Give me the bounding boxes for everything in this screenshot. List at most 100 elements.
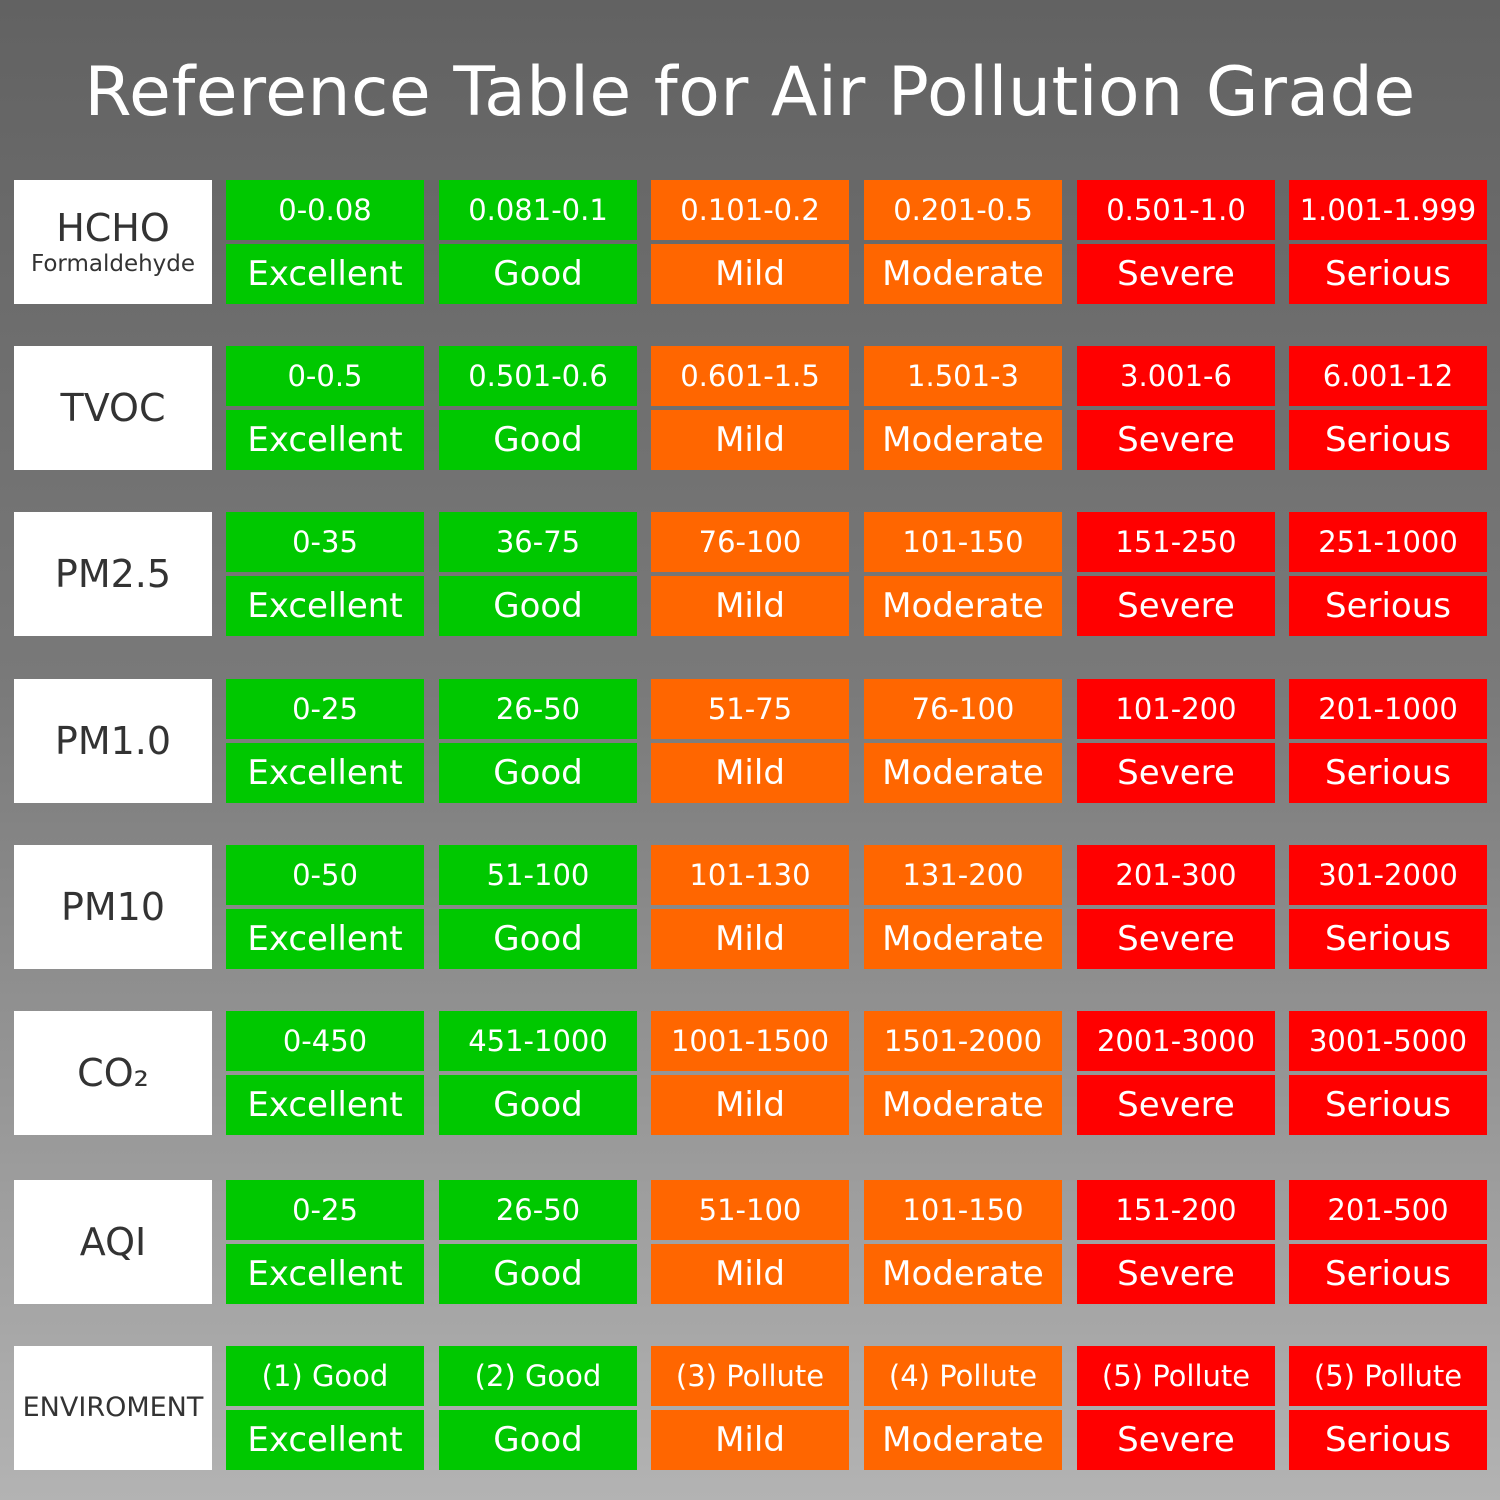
range-cell: 0.501-0.6 [439, 346, 637, 406]
grade-cell-good: Good [439, 1075, 637, 1135]
row-label-pm10-fine: PM1.0 [14, 679, 212, 803]
grade-cell-mild: Mild [651, 1075, 849, 1135]
range-cell: 2001-3000 [1077, 1011, 1275, 1071]
grade-cell-excellent: Excellent [226, 1075, 424, 1135]
row-label-pm25: PM2.5 [14, 512, 212, 636]
range-cell: 151-250 [1077, 512, 1275, 572]
range-cell: 251-1000 [1289, 512, 1487, 572]
range-cell: (3) Pollute [651, 1346, 849, 1406]
range-cell: 0.601-1.5 [651, 346, 849, 406]
grade-cell-severe: Severe [1077, 1244, 1275, 1304]
grade-cell-moderate: Moderate [864, 244, 1062, 304]
range-cell: 51-75 [651, 679, 849, 739]
range-cell: 1501-2000 [864, 1011, 1062, 1071]
grade-cell-serious: Serious [1289, 1410, 1487, 1470]
row-label-text: TVOC [60, 386, 166, 430]
grade-cell-good: Good [439, 1410, 637, 1470]
row-label-environment: ENVIROMENT [14, 1346, 212, 1470]
row-label-aqi: AQI [14, 1180, 212, 1304]
row-label-text: ENVIROMENT [22, 1392, 204, 1423]
grade-cell-excellent: Excellent [226, 244, 424, 304]
grade-cell-severe: Severe [1077, 1075, 1275, 1135]
grade-cell-excellent: Excellent [226, 410, 424, 470]
range-cell: 0-50 [226, 845, 424, 905]
row-label-text: CO₂ [77, 1051, 149, 1095]
grade-cell-serious: Serious [1289, 244, 1487, 304]
grade-cell-severe: Severe [1077, 410, 1275, 470]
range-cell: 101-200 [1077, 679, 1275, 739]
page-title: Reference Table for Air Pollution Grade [84, 53, 1416, 132]
table-row: AQI 0-25 26-50 51-100 101-150 151-200 20… [0, 1180, 1500, 1306]
grade-cell-mild: Mild [651, 1410, 849, 1470]
table-row: PM1.0 0-25 26-50 51-75 76-100 101-200 20… [0, 679, 1500, 805]
range-cell: 1001-1500 [651, 1011, 849, 1071]
row-sublabel-text: Formaldehyde [30, 251, 196, 277]
grade-cell-moderate: Moderate [864, 1410, 1062, 1470]
range-cell: 6.001-12 [1289, 346, 1487, 406]
grade-cell-excellent: Excellent [226, 743, 424, 803]
grade-cell-serious: Serious [1289, 410, 1487, 470]
range-cell: 76-100 [651, 512, 849, 572]
grade-cell-mild: Mild [651, 576, 849, 636]
range-cell: 0-0.08 [226, 180, 424, 240]
range-cell: 51-100 [439, 845, 637, 905]
range-cell: (4) Pollute [864, 1346, 1062, 1406]
range-cell: 51-100 [651, 1180, 849, 1240]
range-cell: 1.501-3 [864, 346, 1062, 406]
range-cell: 3001-5000 [1289, 1011, 1487, 1071]
table-row: HCHO Formaldehyde 0-0.08 0.081-0.1 0.101… [0, 180, 1500, 306]
row-label-text: AQI [79, 1220, 147, 1264]
range-cell: 0-25 [226, 679, 424, 739]
table-row: PM2.5 0-35 36-75 76-100 101-150 151-250 … [0, 512, 1500, 638]
range-cell: 0-25 [226, 1180, 424, 1240]
range-cell: (5) Pollute [1289, 1346, 1487, 1406]
grade-cell-good: Good [439, 410, 637, 470]
range-cell: 1.001-1.999 [1289, 180, 1487, 240]
grade-cell-serious: Serious [1289, 1075, 1487, 1135]
grade-cell-excellent: Excellent [226, 576, 424, 636]
range-cell: 101-150 [864, 1180, 1062, 1240]
range-cell: (1) Good [226, 1346, 424, 1406]
grade-cell-severe: Severe [1077, 743, 1275, 803]
grade-cell-mild: Mild [651, 743, 849, 803]
grade-cell-good: Good [439, 576, 637, 636]
row-label-co2: CO₂ [14, 1011, 212, 1135]
grade-cell-mild: Mild [651, 244, 849, 304]
grade-cell-moderate: Moderate [864, 576, 1062, 636]
grade-cell-excellent: Excellent [226, 909, 424, 969]
grade-cell-moderate: Moderate [864, 743, 1062, 803]
range-cell: 201-300 [1077, 845, 1275, 905]
grade-cell-serious: Serious [1289, 743, 1487, 803]
grade-cell-moderate: Moderate [864, 909, 1062, 969]
row-label-text: PM2.5 [54, 552, 172, 596]
range-cell: 26-50 [439, 679, 637, 739]
range-cell: 76-100 [864, 679, 1062, 739]
row-label-tvoc: TVOC [14, 346, 212, 470]
row-label-text: PM10 [60, 885, 166, 929]
table-row: PM10 0-50 51-100 101-130 131-200 201-300… [0, 845, 1500, 971]
grade-cell-excellent: Excellent [226, 1244, 424, 1304]
grade-cell-mild: Mild [651, 909, 849, 969]
grade-cell-moderate: Moderate [864, 410, 1062, 470]
grade-cell-mild: Mild [651, 410, 849, 470]
grade-cell-good: Good [439, 909, 637, 969]
grade-cell-severe: Severe [1077, 909, 1275, 969]
range-cell: (2) Good [439, 1346, 637, 1406]
range-cell: 0-35 [226, 512, 424, 572]
grade-cell-serious: Serious [1289, 909, 1487, 969]
range-cell: 3.001-6 [1077, 346, 1275, 406]
grade-cell-excellent: Excellent [226, 1410, 424, 1470]
range-cell: 0-0.5 [226, 346, 424, 406]
grade-cell-serious: Serious [1289, 576, 1487, 636]
grade-cell-moderate: Moderate [864, 1075, 1062, 1135]
row-label-hcho: HCHO Formaldehyde [14, 180, 212, 304]
grade-cell-good: Good [439, 244, 637, 304]
range-cell: 0.101-0.2 [651, 180, 849, 240]
range-cell: 101-130 [651, 845, 849, 905]
row-label-pm10: PM10 [14, 845, 212, 969]
range-cell: (5) Pollute [1077, 1346, 1275, 1406]
range-cell: 201-500 [1289, 1180, 1487, 1240]
range-cell: 0.081-0.1 [439, 180, 637, 240]
table-row: CO₂ 0-450 451-1000 1001-1500 1501-2000 2… [0, 1011, 1500, 1137]
row-label-text: PM1.0 [54, 719, 172, 763]
